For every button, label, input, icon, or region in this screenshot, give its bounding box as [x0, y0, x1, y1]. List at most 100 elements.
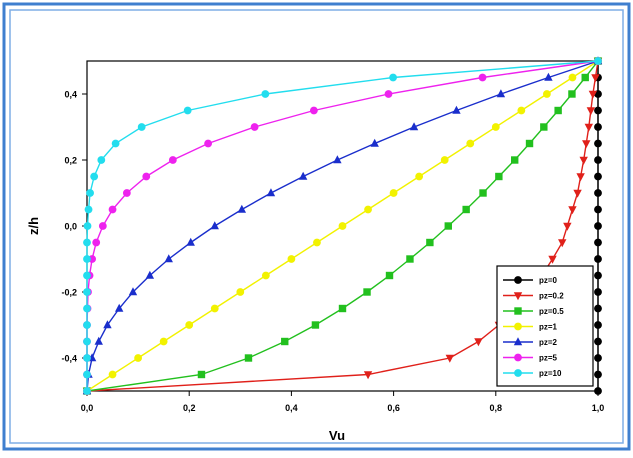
data-point [103, 320, 112, 329]
data-point [591, 74, 600, 83]
x-tick-label: 0,8 [490, 403, 503, 413]
outer-border [2, 2, 631, 451]
data-point [389, 189, 398, 197]
data-point [594, 288, 602, 296]
x-tick-label: 0,2 [183, 403, 196, 413]
data-point [594, 387, 602, 395]
legend-label: pz=5 [539, 354, 558, 363]
y-tick-label: 0,0 [64, 222, 77, 232]
data-point [281, 337, 289, 346]
data-point [204, 139, 213, 148]
data-point [244, 354, 253, 362]
legend-marker [513, 337, 523, 346]
legend-label: pz=10 [539, 369, 562, 378]
data-point [554, 106, 562, 115]
data-point [445, 354, 455, 363]
data-point [406, 255, 414, 263]
legend-item: pz=0.2 [503, 292, 564, 301]
data-point [426, 238, 434, 247]
data-point [364, 205, 372, 214]
data-point [186, 237, 195, 246]
data-point [409, 122, 419, 131]
data-point [111, 139, 120, 148]
data-point [478, 73, 487, 82]
data-point [183, 106, 192, 115]
data-point [544, 72, 553, 81]
data-point [466, 139, 475, 148]
data-point [548, 255, 557, 264]
data-point [363, 288, 371, 296]
data-point [594, 205, 602, 214]
data-point [594, 304, 602, 313]
data-point [563, 222, 572, 231]
data-point [311, 321, 320, 329]
y-tick-label: -0,4 [61, 354, 77, 364]
data-point [86, 189, 94, 197]
data-point [576, 173, 585, 182]
data-point [594, 370, 602, 379]
data-point [594, 106, 602, 115]
data-point [298, 171, 308, 180]
data-point [159, 337, 168, 346]
legend-item: pz=5 [503, 354, 558, 363]
data-point [389, 73, 397, 82]
data-point [517, 106, 526, 115]
y-axis-label: z/h [26, 217, 41, 235]
legend-item: pz=2 [503, 337, 558, 347]
data-point [338, 304, 347, 313]
data-point [594, 321, 602, 329]
data-point [313, 238, 321, 247]
data-point [440, 156, 449, 164]
data-point [97, 156, 106, 164]
legend-label: pz=2 [539, 338, 558, 347]
data-point [210, 304, 219, 313]
data-point [128, 287, 138, 296]
data-point [384, 90, 393, 98]
data-point [540, 123, 548, 131]
legend-marker [513, 292, 523, 301]
data-point [579, 156, 588, 165]
data-point [83, 387, 91, 395]
series-pz-10 [83, 57, 602, 395]
x-tick-label: 0,4 [285, 403, 298, 413]
data-point [83, 354, 91, 362]
legend-item: pz=0.5 [503, 307, 564, 316]
data-point [261, 90, 270, 98]
data-point [568, 206, 577, 215]
data-point [134, 354, 143, 362]
data-point [474, 338, 483, 347]
x-tick-label: 0,0 [81, 403, 94, 413]
data-point [237, 204, 247, 213]
data-point [309, 106, 318, 115]
data-point [84, 205, 93, 214]
legend-label: pz=1 [539, 323, 558, 332]
data-point [558, 239, 567, 248]
x-tick-label: 0,6 [387, 403, 400, 413]
data-point [496, 89, 506, 98]
data-point [94, 336, 103, 345]
data-point [137, 123, 146, 131]
legend-item: pz=0 [503, 276, 558, 285]
data-point [543, 90, 551, 98]
series-group [82, 56, 603, 396]
series-pz-1 [83, 57, 602, 395]
data-point [594, 172, 602, 181]
series-pz-0 [594, 57, 602, 395]
data-point [197, 370, 206, 379]
legend-marker [514, 276, 522, 284]
legend-marker [514, 353, 522, 362]
data-point [479, 189, 487, 197]
data-point [594, 57, 602, 65]
data-point [142, 172, 151, 181]
data-point [581, 73, 589, 82]
legend-label: pz=0 [539, 276, 558, 285]
data-point [250, 123, 259, 131]
data-point [588, 90, 598, 99]
data-point [236, 288, 245, 296]
legend-item: pz=10 [503, 369, 562, 378]
data-point [114, 303, 124, 312]
x-tick-label: 1,0 [592, 403, 605, 413]
data-point [363, 371, 373, 380]
